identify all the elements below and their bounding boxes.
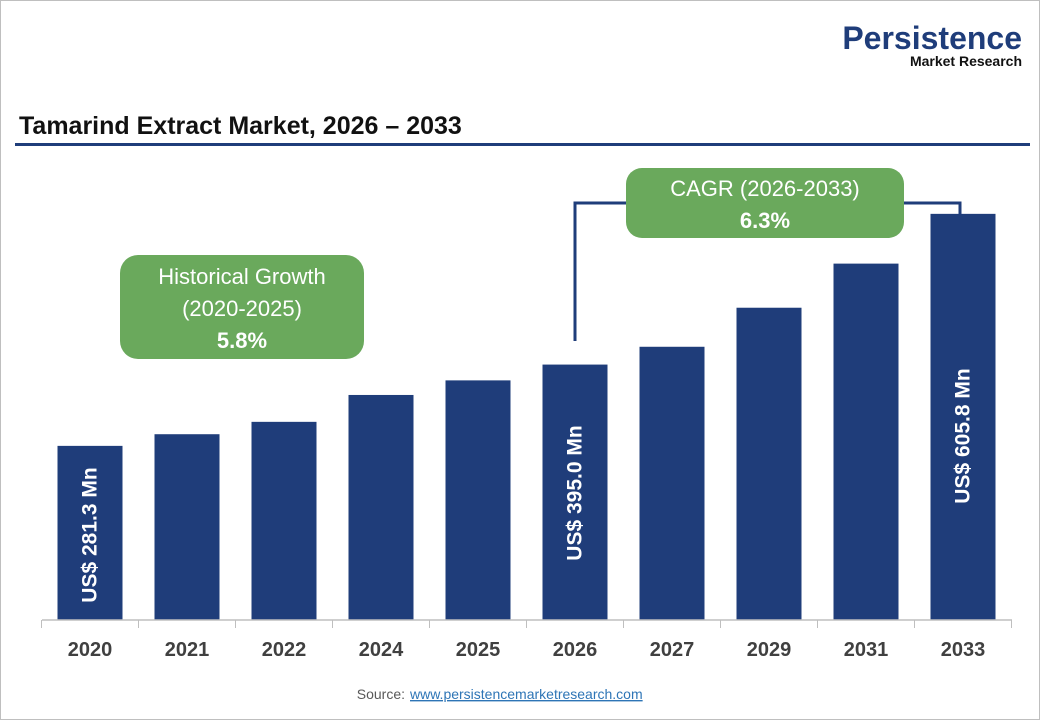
bar-2022 [251,421,317,620]
x-tick-label: 2025 [456,639,501,661]
source-link[interactable]: www.persistencemarketresearch.com [409,686,643,702]
data-label-2020: US$ 281.3 Mn [79,467,102,602]
cagr-bubble [626,168,904,238]
x-tick-label: 2031 [844,639,889,661]
cagr-value: 6.3% [740,208,790,233]
bar-2029 [736,307,802,620]
x-tick-label: 2021 [165,639,210,661]
x-tick-label: 2033 [941,639,986,661]
bar-2021 [154,434,220,620]
x-tick-label: 2024 [359,639,404,661]
x-tick-label: 2029 [747,639,792,661]
historical-value: 5.8% [217,328,267,353]
x-tick-label: 2026 [553,639,598,661]
bar-2033 [930,213,996,620]
bar-2031 [833,263,899,620]
bar-2027 [639,346,705,620]
historical-label: Historical Growth [158,264,325,289]
bar-2024 [348,394,414,620]
data-label-2026: US$ 395.0 Mn [564,425,587,560]
cagr-label: CAGR (2026-2033) [670,176,860,201]
bar-2025 [445,380,511,620]
source-label: Source: [357,686,405,702]
historical-bubble [120,255,364,359]
chart-title: Tamarind Extract Market, 2026 – 2033 [19,112,462,140]
logo-text: Persistence [842,20,1022,56]
data-label-2033: US$ 605.8 Mn [952,368,975,503]
x-tick-label: 2027 [650,639,695,661]
x-tick-label: 2020 [68,639,113,661]
x-tick-label: 2022 [262,639,307,661]
bar-2026 [542,364,608,620]
title-underline [15,143,1030,146]
logo-subtext: Market Research [910,53,1022,69]
bar-2020 [57,445,123,620]
historical-period: (2020-2025) [182,296,302,321]
